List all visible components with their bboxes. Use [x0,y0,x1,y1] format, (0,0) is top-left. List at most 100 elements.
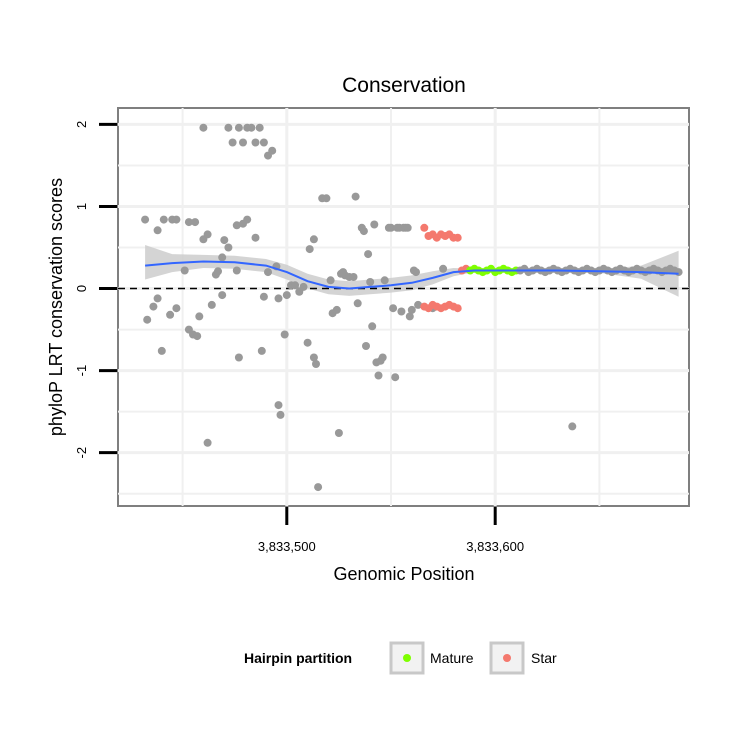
y-tick-label: 0 [74,285,89,292]
point-other [322,194,331,203]
point-other [299,282,308,291]
point-other [149,302,158,311]
legend-title: Hairpin partition [244,650,352,666]
point-other [166,310,175,319]
point-other [268,146,277,155]
point-other [403,223,412,232]
point-other [389,304,398,313]
point-other [351,192,360,201]
point-other [414,300,423,309]
point-other [255,123,264,132]
point-other [239,138,247,147]
x-tick-label: 3,833,500 [258,539,316,554]
point-other [332,305,341,314]
gridlines [118,108,689,506]
point-other [153,294,162,303]
point-other [568,422,577,431]
point-other [141,215,150,224]
legend-marker-star [503,654,511,662]
point-other [257,346,266,355]
point-other [234,353,243,362]
y-tick-label: -1 [74,365,89,377]
point-other [380,276,389,285]
point-star [453,304,462,313]
point-other [203,438,212,447]
point-other [314,483,323,492]
point-other [203,230,212,239]
point-other [291,281,300,290]
point-other [199,123,208,132]
point-other [259,138,268,147]
point-other [191,218,200,227]
x-axis-label: Genomic Position [333,564,474,584]
point-other [349,273,358,281]
chart-title: Conservation [342,74,466,97]
point-other [207,300,216,309]
point-other [157,346,166,355]
point-other [159,215,168,224]
point-other [674,268,683,277]
point-other [224,243,233,252]
point-other [405,312,414,321]
point-other [303,338,312,347]
point-other [309,235,318,244]
legend-marker-mature [403,654,411,662]
y-tick-label: 1 [74,203,89,210]
point-other [397,307,406,316]
point-other [366,278,375,286]
point-other [378,353,387,362]
legend-label-mature: Mature [430,650,474,666]
point-other [224,123,233,132]
legend: Hairpin partition Mature Star [244,641,557,675]
point-other [218,291,227,300]
point-other [439,264,448,273]
point-other [220,236,229,245]
point-other [232,266,241,275]
point-other [214,267,222,276]
point-other [364,250,373,259]
legend-label-star: Star [531,650,557,666]
point-other [370,220,379,229]
point-other [264,268,272,277]
point-other [276,410,285,419]
point-other [234,123,243,132]
point-other [274,401,283,410]
smooth-line [145,260,679,290]
point-other [282,291,291,300]
point-other [305,245,314,254]
point-other [228,138,237,147]
point-other [193,332,202,341]
point-other [362,342,370,350]
point-other [391,373,400,382]
point-other [407,305,416,314]
point-other [353,299,362,308]
point-other [312,360,320,368]
point-other [412,268,420,277]
y-axis: -2 -1 0 1 2 [74,121,117,459]
x-tick-label: 3,833,600 [466,539,524,554]
point-star [453,233,462,242]
point-other [218,253,227,262]
point-other [243,215,252,224]
point-other [309,353,318,362]
plot-panel [117,107,690,507]
point-other [184,218,193,227]
point-other [280,330,289,339]
y-tick-label: -2 [74,447,89,459]
point-other [251,138,260,147]
point-other [143,315,152,324]
point-other [387,223,395,232]
point-other [359,227,368,236]
x-axis: 3,833,500 3,833,600 [258,507,524,554]
point-other [368,322,377,331]
point-other [232,221,241,230]
y-tick-label: 2 [74,121,89,128]
smooth-line-layer [145,260,679,290]
point-other [153,226,162,235]
point-other [172,215,181,224]
point-other [251,233,260,242]
point-other [172,304,181,313]
point-other [247,123,256,132]
point-star [420,223,429,232]
